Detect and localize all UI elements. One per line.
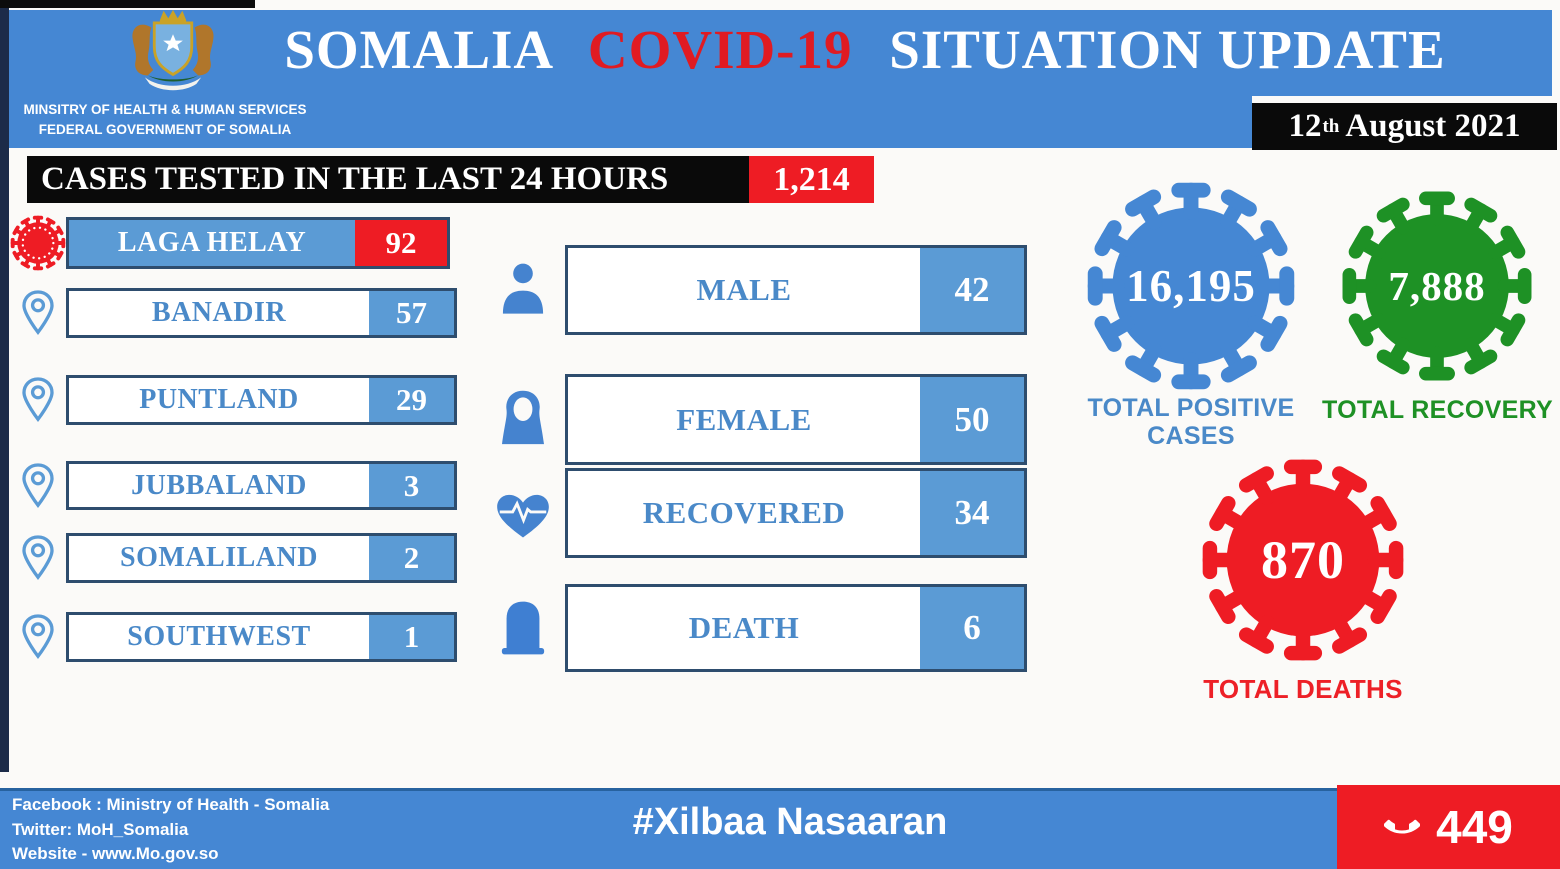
map-pin-icon: [10, 375, 66, 425]
stat-label: RECOVERED: [642, 495, 846, 530]
stat-value: 50: [920, 377, 1024, 462]
region-value: 1: [369, 615, 454, 659]
total-positive-value: 16,195: [1126, 261, 1256, 311]
social-contacts: Facebook : Ministry of Health - Somalia …: [12, 793, 329, 867]
region-name: SOMALILAND: [120, 542, 318, 573]
title-country: SOMALIA: [284, 19, 552, 80]
virus-icon-positive: [1085, 180, 1297, 392]
stat-value: 34: [920, 471, 1024, 555]
somalia-coat-of-arms-logo: [98, 6, 248, 103]
region-row-banadir: BANADIR 57: [10, 288, 457, 338]
phone-icon: [1383, 807, 1421, 848]
date-day: 12: [1288, 108, 1322, 144]
date-rest: August 2021: [1345, 108, 1521, 144]
map-pin-icon: [10, 533, 66, 583]
total-positive-label: TOTAL POSITIVE CASES: [1087, 394, 1295, 450]
tombstone-icon: [481, 597, 565, 659]
region-name: BANADIR: [151, 297, 287, 328]
virus-icon-deaths: [1200, 457, 1406, 663]
region-name: LAGA HELAY: [69, 220, 355, 266]
total-deaths-label: TOTAL DEATHS: [1203, 674, 1403, 704]
region-row-puntland: PUNTLAND 29: [10, 375, 457, 425]
virus-icon: [10, 215, 66, 271]
hotline-badge: 449: [1337, 785, 1560, 869]
top-edge-line: [0, 0, 255, 8]
region-value: 2: [369, 536, 454, 580]
title-rest: SITUATION UPDATE: [889, 19, 1446, 80]
heart-pulse-icon: [481, 484, 565, 542]
region-row-southwest: SOUTHWEST 1: [10, 612, 457, 662]
twitter-line: Twitter: MoH_Somalia: [12, 819, 189, 839]
region-name: JUBBALAND: [131, 469, 307, 501]
website-line: Website - www.Mo.gov.so: [12, 844, 219, 864]
ministry-line2: FEDERAL GOVERNMENT OF SOMALIA: [38, 121, 292, 137]
total-deaths-value: 870: [1261, 530, 1345, 590]
female-icon: [481, 387, 565, 453]
stat-row-female: FEMALE 50: [481, 374, 1027, 465]
cases-tested-value: 1,214: [749, 156, 874, 203]
map-pin-icon: [10, 288, 66, 338]
cases-tested-label: CASES TESTED IN THE LAST 24 HOURS: [27, 156, 749, 203]
ministry-caption: MINSITRY OF HEALTH & HUMAN SERVICES FEDE…: [0, 100, 330, 139]
region-row-somaliland: SOMALILAND 2: [10, 533, 457, 583]
region-value: 3: [369, 464, 454, 507]
shield-icon: [152, 21, 194, 77]
header-band: [9, 10, 1552, 96]
cases-tested-banner: CASES TESTED IN THE LAST 24 HOURS 1,214: [27, 156, 874, 203]
facebook-line: Facebook : Ministry of Health - Somalia: [12, 795, 330, 814]
stat-label: DEATH: [688, 610, 800, 645]
region-name: PUNTLAND: [139, 384, 299, 415]
leopard-left-icon: [132, 24, 154, 76]
region-value: 57: [369, 291, 454, 335]
stat-value: 42: [920, 248, 1024, 332]
total-recovery-label: TOTAL RECOVERY: [1321, 396, 1554, 424]
page-title: SOMALIA COVID-19 SITUATION UPDATE: [250, 18, 1480, 81]
title-covid19: COVID-19: [587, 19, 853, 80]
leopard-right-icon: [192, 24, 214, 76]
hotline-number: 449: [1436, 801, 1513, 853]
map-pin-icon: [10, 461, 66, 511]
region-row-jubbaland: JUBBALAND 3: [10, 461, 457, 510]
map-pin-icon: [10, 612, 66, 662]
virus-icon-recovery: [1340, 189, 1534, 383]
total-recovery-value: 7,888: [1388, 263, 1486, 309]
header-band-extension: [9, 95, 1252, 148]
date-suffix: th: [1322, 115, 1340, 137]
region-row-laga-helay: LAGA HELAY 92: [10, 215, 450, 271]
stat-row-male: MALE 42: [481, 245, 1027, 335]
male-icon: [481, 259, 565, 321]
region-value: 92: [355, 220, 447, 266]
region-name: SOUTHWEST: [127, 621, 311, 652]
campaign-hashtag: #Xilbaa Nasaaran: [632, 801, 948, 843]
ribbon-icon: [144, 74, 202, 91]
stat-value: 6: [920, 587, 1024, 669]
stat-label: MALE: [696, 272, 792, 307]
stat-row-death: DEATH 6: [481, 584, 1027, 672]
region-value: 29: [369, 378, 454, 422]
left-border-stripe: [0, 0, 9, 772]
ministry-line1: MINSITRY OF HEALTH & HUMAN SERVICES: [23, 102, 307, 117]
stat-label: FEMALE: [676, 401, 812, 437]
stat-row-recovered: RECOVERED 34: [481, 468, 1027, 558]
footer-band: [0, 788, 1560, 869]
